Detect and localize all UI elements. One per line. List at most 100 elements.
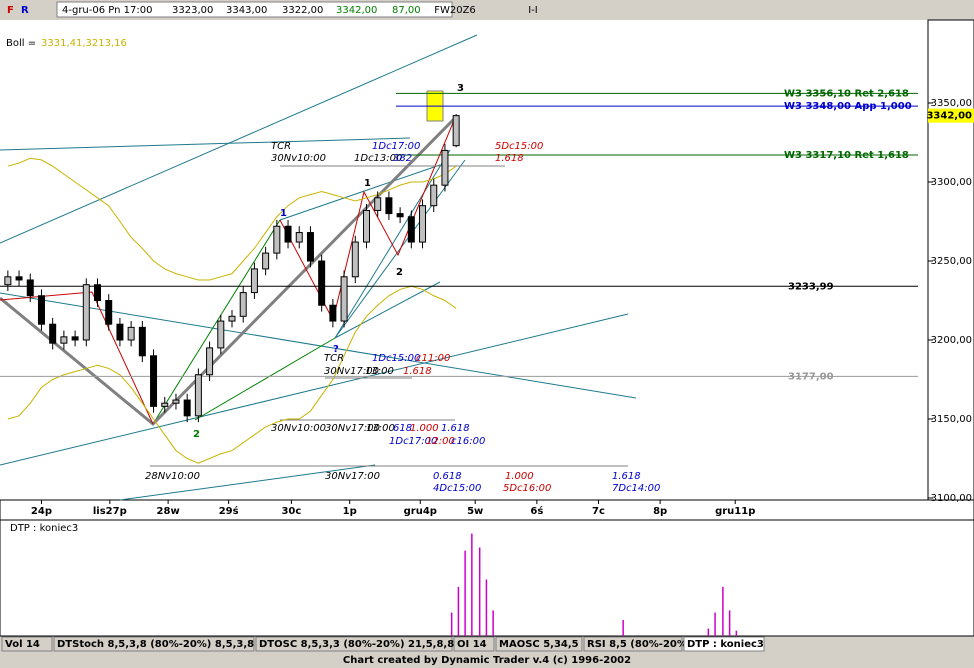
trend-line (0, 313, 629, 466)
icon-f[interactable]: F (7, 5, 14, 16)
annotation: 1.618 (495, 153, 524, 164)
icon-r[interactable]: R (21, 5, 29, 16)
tab[interactable] (1, 636, 53, 652)
annotation: 1.618 (403, 366, 432, 377)
candle-body (194, 374, 202, 417)
candle-body (362, 209, 370, 243)
x-tick-label: 7c (592, 506, 605, 517)
tab-label[interactable]: DTStoch 8,5,3,8 (80%-20%) 8,5,3,8 (57, 639, 254, 650)
tab[interactable] (255, 636, 453, 652)
level-label: W3 3317,10 Ret 1,618 (784, 150, 909, 161)
x-tick-label: 30c (281, 506, 301, 517)
annotation: 13:00 (365, 366, 394, 377)
tab[interactable] (53, 636, 255, 652)
candle-body (94, 284, 102, 302)
info-open: 3323,00 (172, 5, 213, 16)
candle-body (228, 315, 236, 322)
tab-label[interactable]: Vol 14 (5, 639, 40, 650)
annotation: 28Nv10:00 (145, 471, 200, 482)
trend-line (0, 137, 411, 151)
info-high: 3343,00 (226, 5, 267, 16)
fan-line (334, 281, 441, 339)
annotation: c11:00 (416, 353, 450, 364)
annotation: 1.618 (441, 423, 470, 434)
annotation: 1Dc15:00 (372, 353, 420, 364)
annotation: 618 (393, 423, 412, 434)
annotation: 3 (457, 83, 464, 94)
tab[interactable] (495, 636, 583, 652)
candle-body (172, 399, 180, 404)
tab-bar: Vol 14 DTStoch 8,5,3,8 (80%-20%) 8,5,3,8 D… (1, 636, 765, 652)
indicator-title: DTP : koniec3 (10, 523, 78, 534)
last-price-label: 3342,00 (926, 111, 972, 122)
candle-body (407, 216, 415, 243)
candle-body (385, 197, 393, 215)
annotation: 30Nv17:00 (325, 471, 380, 482)
annotation: 30Nv10:00 (271, 423, 326, 434)
candle-body (250, 268, 258, 294)
level-label: 3177,00 (788, 371, 834, 382)
annotation: 1.618 (612, 471, 641, 482)
annotation: 7Dc14:00 (612, 483, 660, 494)
x-tick-label: gru4p (404, 506, 437, 517)
candle-body (82, 284, 90, 341)
tab[interactable] (683, 636, 765, 652)
y-tick-label: 3350,00 (931, 98, 972, 109)
candle-body (4, 276, 12, 286)
annotation: 2 (396, 267, 403, 278)
candle-body (60, 336, 68, 344)
annotation: 382 (393, 153, 412, 164)
candle-body (374, 197, 382, 211)
y-tick-label: 3250,00 (931, 256, 972, 267)
y-tick-label: 3300,00 (931, 177, 972, 188)
annotation: 0.618 (433, 471, 462, 482)
trend-line (119, 464, 376, 501)
wave-line (194, 337, 336, 421)
tab-label[interactable]: MAOSC 5,34,5 (499, 639, 579, 650)
candle-body (37, 295, 45, 325)
annotation: 1.000 (410, 423, 439, 434)
info-volume: 87,00 (392, 5, 421, 16)
candle-body (127, 326, 135, 341)
candle-body (419, 205, 427, 243)
tab-label[interactable]: DTOSC 8,5,3,3 (80%-20%) 21,5,8,8 (259, 639, 454, 650)
tab-label[interactable]: OI 14 (457, 639, 487, 650)
annotation: c16:00 (451, 436, 485, 447)
y-tick-label: 3100,00 (931, 493, 972, 504)
x-tick-label: 29ś (219, 505, 239, 517)
annotation: 1Dc13:00 (354, 153, 402, 164)
annotation: 4Dc15:00 (433, 483, 481, 494)
candle-body (452, 115, 460, 147)
annotation: 12:00 (426, 436, 455, 447)
y-tick-label: 3150,00 (931, 414, 972, 425)
info-low: 3322,00 (282, 5, 323, 16)
candle-body (351, 241, 359, 278)
candle-body (183, 399, 191, 417)
annotation: 5Dc15:00 (495, 141, 543, 152)
tab[interactable] (583, 636, 683, 652)
candle-body (206, 347, 214, 376)
candle-body (262, 252, 270, 270)
annotation: 30Nv17:00 (325, 423, 380, 434)
annotation: 30Nv10:00 (271, 153, 326, 164)
candle-body (217, 320, 225, 349)
price-axis-bg (927, 19, 974, 501)
boll-value: 3331,41,3213,16 (41, 38, 127, 49)
bollinger-upper (7, 157, 457, 281)
annotation: 1.000 (505, 471, 534, 482)
candle-body (150, 355, 158, 407)
x-tick-label: 6ś (530, 505, 543, 517)
last-price-tag (928, 108, 974, 123)
candle-body (71, 336, 79, 341)
tab-label[interactable]: DTP : koniec3 (687, 639, 764, 650)
candle-body (239, 292, 247, 317)
annotation: 30Nv17:00 (324, 366, 379, 377)
trend-line (0, 34, 478, 244)
annotation: ? (333, 344, 339, 355)
tab-label[interactable]: RSI 8,5 (80%-20%) (587, 639, 691, 650)
tab[interactable] (453, 636, 495, 652)
x-tick-label: 24p (31, 506, 52, 517)
fan-line (279, 164, 441, 221)
candle-body (396, 213, 404, 218)
x-tick-label: 1p (343, 506, 357, 517)
